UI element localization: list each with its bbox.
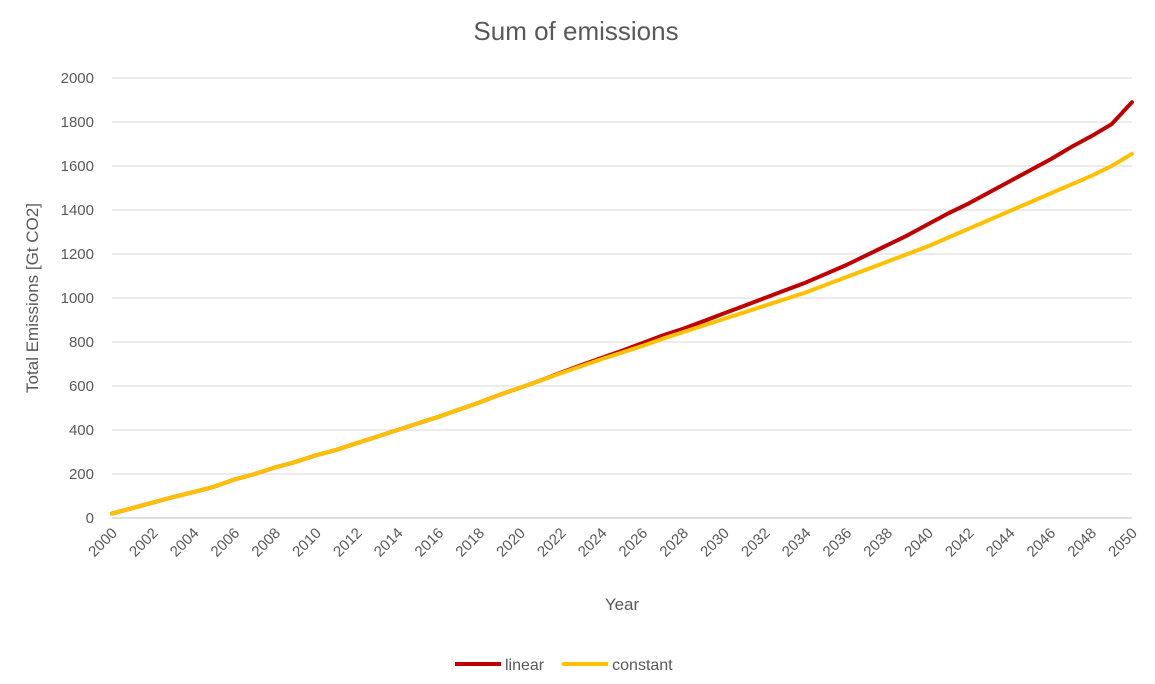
y-tick-label: 1600 (61, 158, 94, 175)
y-tick-label: 1000 (61, 290, 94, 307)
x-tick-label: 2046 (1024, 525, 1060, 561)
x-tick-labels: 2000 2002 2004 2006 2008 2010 2012 2014 2016 2018… (85, 525, 1141, 561)
y-tick-label: 2000 (61, 70, 94, 87)
legend: linear constant (455, 657, 673, 674)
x-tick-label: 2026 (616, 525, 652, 561)
x-tick-label: 2002 (126, 525, 162, 561)
x-tick-label: 2044 (983, 525, 1019, 561)
y-tick-label: 1200 (61, 246, 94, 263)
y-tick-label: 1400 (61, 202, 94, 219)
x-tick-label: 2034 (779, 525, 815, 561)
chart-title: Sum of emissions (473, 16, 678, 46)
x-tick-label: 2030 (697, 525, 733, 561)
y-axis-title: Total Emissions [Gt CO2] (23, 203, 42, 393)
x-tick-label: 2012 (330, 525, 366, 561)
series-line-linear (110, 100, 1134, 516)
gridlines (112, 77, 1132, 475)
y-tick-label: 400 (69, 422, 94, 439)
x-tick-label: 2038 (860, 525, 896, 561)
y-tick-label: 600 (69, 378, 94, 395)
x-tick-label: 2022 (534, 525, 570, 561)
x-tick-label: 2010 (289, 525, 325, 561)
x-tick-label: 2036 (820, 525, 856, 561)
series-lines (110, 100, 1134, 516)
x-tick-label: 2016 (412, 525, 448, 561)
x-tick-label: 2006 (208, 525, 244, 561)
x-tick-label: 2032 (738, 525, 774, 561)
x-tick-label: 2000 (85, 525, 121, 561)
x-tick-label: 2040 (901, 525, 937, 561)
x-tick-label: 2024 (575, 525, 611, 561)
legend-label-constant: constant (612, 657, 673, 674)
y-tick-label: 200 (69, 466, 94, 483)
y-tick-label: 1800 (61, 114, 94, 131)
x-axis-title: Year (605, 595, 640, 614)
x-tick-label: 2042 (942, 525, 978, 561)
x-tick-label: 2014 (371, 525, 407, 561)
legend-label-linear: linear (505, 657, 545, 674)
x-tick-label: 2008 (248, 525, 284, 561)
y-tick-label: 0 (86, 510, 94, 527)
x-tick-label: 2020 (493, 525, 529, 561)
series-line-constant (110, 151, 1134, 516)
x-tick-label: 2028 (656, 525, 692, 561)
y-tick-label: 800 (69, 334, 94, 351)
x-tick-label: 2050 (1105, 525, 1141, 561)
x-tick-label: 2018 (452, 525, 488, 561)
x-tick-label: 2048 (1064, 525, 1100, 561)
x-tick-label: 2004 (167, 525, 203, 561)
y-tick-labels: 0 200 400 600 800 1000 1200 1400 1600 1800 2000 (61, 70, 94, 527)
